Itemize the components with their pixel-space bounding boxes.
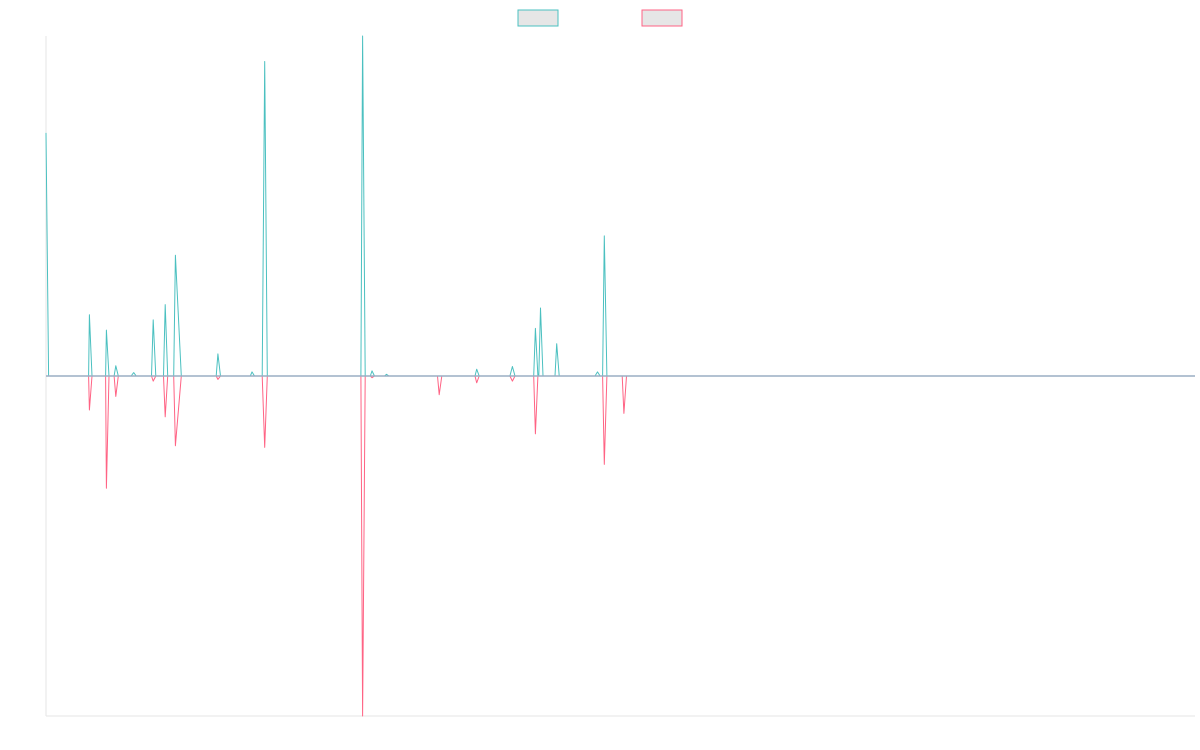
series-layer <box>45 35 1195 717</box>
series-line-2 <box>46 375 1195 717</box>
legend <box>517 9 683 27</box>
legend-swatch-1[interactable] <box>517 9 559 27</box>
series-line-1 <box>45 35 1195 377</box>
legend-swatch-2[interactable] <box>641 9 683 27</box>
